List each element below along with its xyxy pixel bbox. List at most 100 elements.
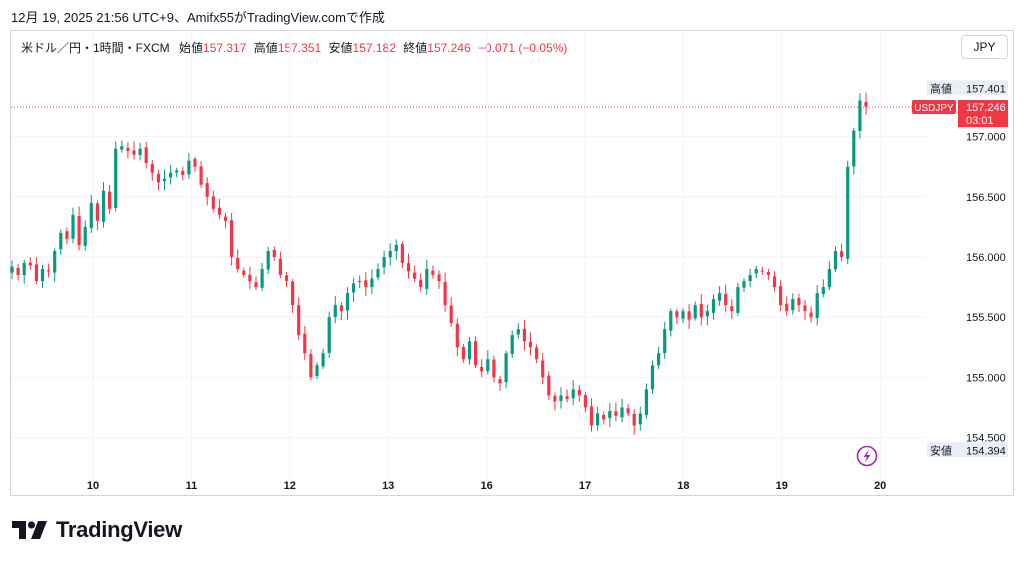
- candle: [797, 293, 801, 312]
- candle-body: [114, 148, 118, 208]
- candle: [772, 271, 777, 292]
- candle-body: [730, 306, 734, 312]
- candle-body: [156, 174, 160, 183]
- candle-body: [376, 269, 380, 278]
- time-tick-label: 19: [776, 480, 788, 492]
- candle: [815, 285, 819, 326]
- candle: [108, 184, 112, 215]
- candle: [266, 246, 270, 275]
- candle-body: [193, 159, 197, 167]
- candle-body: [827, 269, 831, 288]
- candle: [754, 265, 758, 279]
- candle-body: [779, 285, 783, 306]
- low-marker-box: [927, 442, 1008, 458]
- currency-button[interactable]: JPY: [961, 35, 1008, 59]
- candle: [571, 380, 575, 406]
- candle-body: [614, 411, 618, 416]
- candle: [364, 272, 368, 297]
- candle: [71, 207, 75, 244]
- candle: [169, 164, 173, 185]
- candle: [95, 200, 99, 230]
- candle: [28, 257, 32, 270]
- candle-body: [108, 191, 112, 209]
- candle-body: [541, 360, 545, 378]
- candle: [352, 277, 356, 302]
- candle: [217, 198, 221, 220]
- candle: [431, 265, 435, 279]
- candle-body: [162, 178, 167, 182]
- candle: [760, 267, 764, 275]
- candle: [138, 142, 142, 161]
- candle-body: [284, 275, 289, 282]
- candle-body: [211, 196, 215, 209]
- candle: [455, 318, 459, 357]
- candle: [339, 302, 343, 321]
- candle: [400, 241, 404, 269]
- candle-body: [53, 250, 57, 273]
- candle: [370, 269, 374, 294]
- candle-body: [504, 353, 508, 383]
- candle-body: [443, 281, 447, 306]
- legend-low: 157.182: [352, 41, 396, 55]
- candle: [535, 344, 539, 364]
- price-tick-label: 156.500: [966, 192, 1006, 204]
- candle: [284, 272, 289, 287]
- price-axis: 157.000 156.500 156.000 155.500 155.000 154.5…: [966, 132, 1006, 445]
- candle: [211, 190, 215, 213]
- candle: [272, 246, 276, 261]
- chart-grid: [11, 32, 926, 480]
- candle: [504, 350, 508, 389]
- candle: [638, 406, 642, 431]
- candle-body: [461, 346, 465, 360]
- candle: [388, 243, 392, 266]
- candle: [156, 169, 160, 191]
- candle: [406, 253, 411, 279]
- lightning-icon[interactable]: [856, 445, 878, 467]
- candle-body: [681, 311, 685, 319]
- candle: [864, 92, 868, 115]
- low-marker-label: 安値: [930, 443, 952, 457]
- candle-body: [382, 256, 386, 268]
- tradingview-logo: TradingView: [12, 517, 182, 543]
- candle-body: [821, 287, 825, 295]
- candle-body: [858, 100, 862, 131]
- candle: [120, 140, 124, 153]
- candle-body: [333, 305, 337, 318]
- last-price-box: [958, 100, 1008, 128]
- candle: [779, 280, 783, 312]
- high-marker-box: [927, 80, 1008, 96]
- candle: [821, 279, 825, 298]
- candle-body: [449, 305, 453, 324]
- candle-body: [169, 172, 173, 178]
- candle: [22, 260, 26, 284]
- candle-body: [608, 411, 612, 418]
- tradingview-logo-icon: [12, 521, 47, 539]
- candle: [669, 308, 673, 337]
- candle-body: [547, 375, 551, 396]
- candle-body: [65, 231, 69, 239]
- candle-body: [791, 299, 795, 311]
- candle-body: [223, 216, 228, 221]
- candle: [260, 263, 264, 291]
- candle: [47, 263, 51, 278]
- candle: [498, 375, 502, 392]
- candle-body: [132, 150, 136, 155]
- candle-body: [34, 264, 38, 282]
- candle: [297, 297, 301, 341]
- candle-body: [230, 220, 234, 257]
- candle: [40, 264, 45, 289]
- candle-body: [388, 250, 392, 258]
- candle: [559, 387, 563, 409]
- candle-body: [583, 395, 587, 408]
- candle: [589, 398, 594, 432]
- candle-body: [565, 396, 569, 399]
- candle: [150, 159, 154, 181]
- candle-body: [492, 359, 496, 378]
- candle: [852, 128, 856, 175]
- candle: [333, 296, 337, 324]
- candle: [278, 251, 282, 279]
- candle-body: [693, 305, 697, 319]
- candle: [644, 383, 648, 419]
- candle: [437, 270, 441, 289]
